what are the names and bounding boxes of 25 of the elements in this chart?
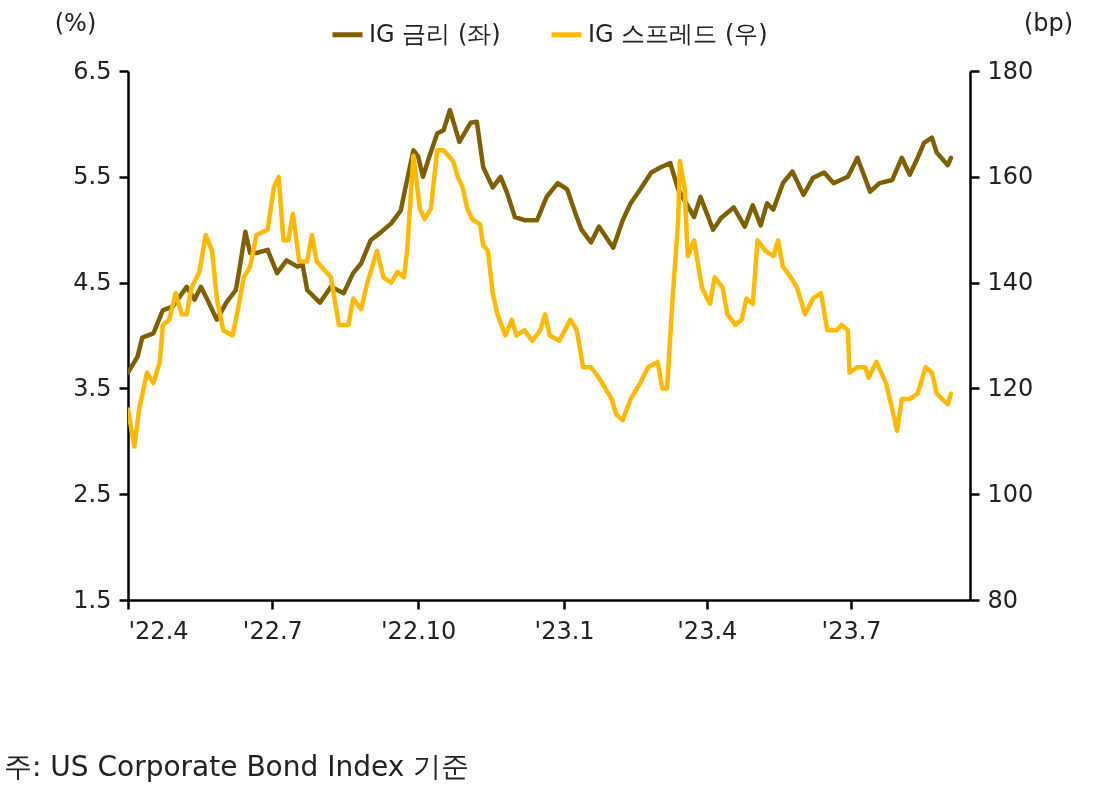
y-tick-label: 4.5 xyxy=(73,268,112,297)
y-tick-label: 1.5 xyxy=(73,585,112,614)
y-tick-label: 3.5 xyxy=(73,373,112,402)
y-tick-label: 6.5 xyxy=(73,56,112,85)
x-tick-label: '23.4 xyxy=(677,616,738,645)
y-tick-label: 5.5 xyxy=(73,162,112,191)
x-tick-label: '22.7 xyxy=(242,616,303,645)
y2-axis-title: (bp) xyxy=(1023,8,1074,37)
x-tick-label: '22.10 xyxy=(381,616,457,645)
line-series xyxy=(128,148,954,449)
y2-tick-label: 120 xyxy=(987,373,1034,402)
y-tick-label: 2.5 xyxy=(73,479,112,508)
y-axis-title: (%) xyxy=(54,8,97,37)
y2-tick-label: 160 xyxy=(987,162,1034,191)
y2-tick-label: 140 xyxy=(987,268,1034,297)
y2-tick-label: 100 xyxy=(987,479,1034,508)
y2-tick-label: 80 xyxy=(987,585,1019,614)
text: 주: US Corporate Bond Index 기준 xyxy=(4,749,470,785)
line-series xyxy=(128,107,954,375)
x-tick-label: '22.4 xyxy=(128,616,189,645)
y2-tick-label: 180 xyxy=(987,56,1034,85)
legend-label: IG 스프레드 (우) xyxy=(588,19,768,48)
legend-label: IG 금리 (좌) xyxy=(369,19,501,48)
x-tick-label: '23.7 xyxy=(821,616,882,645)
x-tick-label: '23.1 xyxy=(534,616,595,645)
